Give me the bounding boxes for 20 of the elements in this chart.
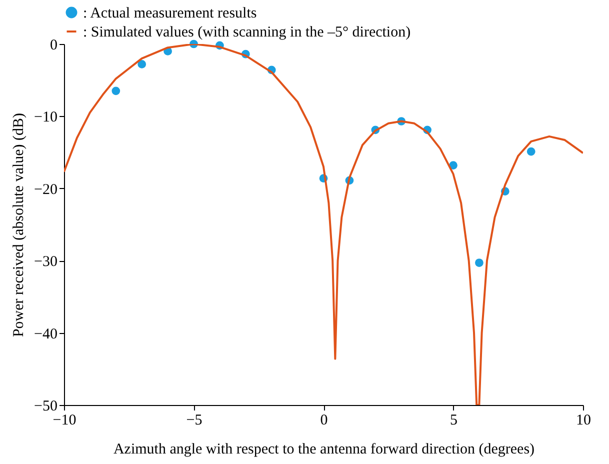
y-axis-title: Power received (absolute value) (dB) (11, 112, 28, 338)
x-axis-title: Azimuth angle with respect to the antenna forward direction (degrees) (113, 442, 535, 458)
y-tick-label: −10 (34, 110, 58, 126)
x-tick-label: 10 (576, 412, 591, 428)
x-tick-label: 5 (450, 412, 458, 428)
x-tick-label: −10 (52, 412, 76, 428)
x-tick-label: −5 (186, 412, 202, 428)
point (449, 161, 458, 170)
point (475, 258, 484, 267)
legend-label: : Actual measurement results (83, 6, 257, 22)
x-tick-label: 0 (320, 412, 328, 428)
point (138, 60, 146, 68)
y-tick-label: −40 (34, 326, 58, 342)
point (112, 86, 120, 96)
y-tick-label: −20 (34, 182, 58, 198)
point (526, 147, 536, 156)
y-tick-label: 0 (50, 38, 58, 54)
legend-label: : Simulated values (with scanning in the –5° direction) (83, 24, 411, 40)
y-tick-label: −30 (34, 254, 58, 270)
y-tick-label: −50 (34, 398, 58, 414)
